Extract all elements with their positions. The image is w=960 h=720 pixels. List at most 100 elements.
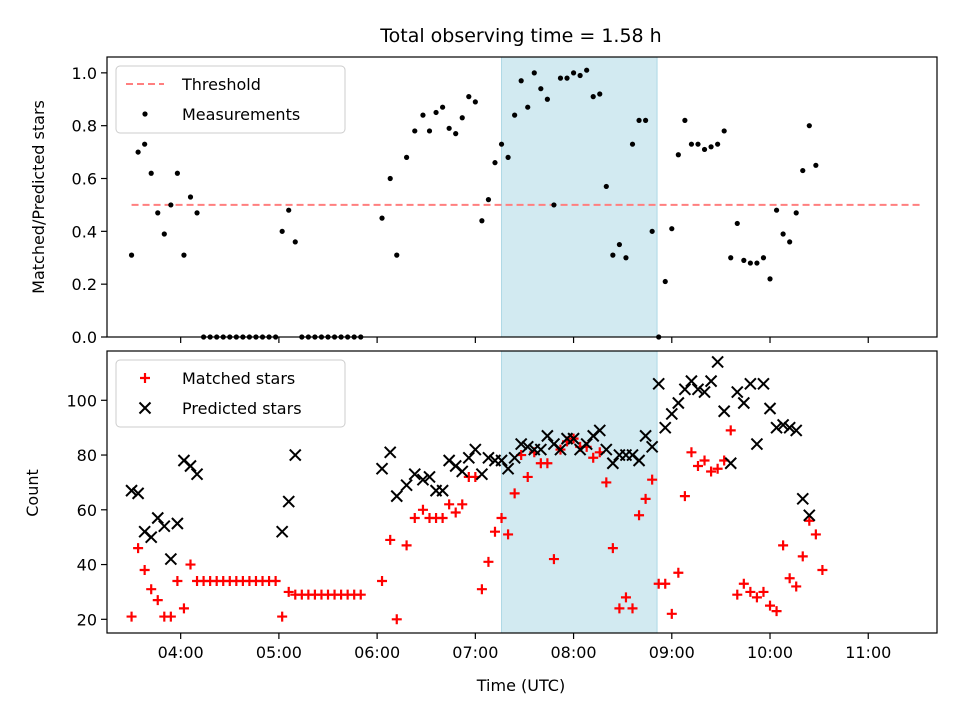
matched-star-point — [437, 513, 448, 524]
predicted-star-point — [803, 509, 816, 522]
measurement-point — [721, 128, 727, 134]
matched-star-point — [778, 540, 789, 551]
bottom-y-tick-label: 60 — [77, 501, 97, 520]
measurement-point — [155, 210, 161, 216]
matched-star-point — [679, 491, 690, 502]
measurement-point — [453, 131, 459, 137]
predicted-star-point — [639, 429, 652, 443]
bottom-x-tick-label: 08:00 — [551, 643, 597, 662]
bottom-series-1 — [125, 355, 816, 566]
matched-star-point — [496, 513, 507, 524]
measurement-point — [577, 72, 583, 79]
top-y-tick-label: 1.0 — [72, 64, 97, 83]
matched-star-point — [627, 603, 638, 614]
predicted-star-point — [711, 355, 724, 369]
measurement-point — [279, 228, 285, 234]
matched-star-point — [771, 606, 782, 617]
measurement-point — [181, 252, 187, 258]
bottom-panel: Count Time (UTC) 20 40 60 80 100 04:00 05:00 06… — [23, 350, 938, 695]
bottom-x-tick-label: 04:00 — [158, 643, 204, 662]
bottom-series-0 — [126, 425, 828, 625]
predicted-star-point — [469, 443, 482, 456]
measurement-point — [669, 226, 675, 232]
measurement-point — [675, 152, 681, 158]
matched-star-point — [483, 556, 494, 567]
predicted-star-point — [659, 421, 672, 434]
predicted-star-point — [698, 385, 711, 399]
matched-star-point — [355, 589, 366, 600]
measurement-point — [682, 117, 688, 123]
legend-label: Predicted stars — [182, 399, 302, 418]
predicted-star-point — [783, 421, 796, 434]
predicted-star-point — [776, 418, 790, 432]
measurement-point — [485, 197, 492, 203]
predicted-star-point — [462, 451, 476, 464]
measurement-point — [420, 112, 426, 118]
predicted-star-point — [554, 443, 567, 456]
matched-star-point — [784, 573, 795, 584]
predicted-star-point — [508, 451, 521, 464]
measurement-point — [806, 123, 812, 129]
bottom-y-tick-label: 80 — [77, 446, 97, 465]
matched-star-point — [503, 529, 514, 540]
measurement-point — [760, 255, 767, 261]
measurement-point — [767, 276, 773, 282]
predicted-star-point — [632, 454, 646, 467]
top-y-tick-label: 0.0 — [72, 328, 97, 347]
measurement-point — [174, 170, 180, 176]
measurement-point — [426, 128, 433, 134]
measurement-point — [394, 252, 400, 258]
measurement-point — [754, 260, 760, 266]
bottom-y-tick-label: 40 — [77, 556, 97, 575]
measurement-point — [512, 112, 518, 118]
matched-star-point — [614, 603, 625, 614]
matched-star-point — [401, 540, 412, 551]
measurement-point — [446, 125, 452, 131]
predicted-star-point — [717, 405, 731, 418]
matched-star-point — [385, 534, 396, 545]
legend-matched-swatch — [140, 373, 150, 383]
measurement-point — [636, 117, 642, 123]
measurement-point — [584, 67, 590, 73]
legend-box — [115, 359, 346, 428]
measurement-point — [590, 94, 596, 100]
measurement-point — [148, 170, 154, 176]
predicted-star-point — [456, 465, 469, 478]
measurement-point — [161, 231, 167, 237]
matched-star-point — [601, 477, 612, 488]
matched-star-point — [165, 611, 176, 622]
matched-star-point — [660, 578, 671, 589]
matched-star-point — [377, 575, 388, 586]
top-legend: Threshold Measurements — [115, 65, 346, 134]
measurement-point — [642, 117, 649, 123]
measurement-point — [728, 255, 734, 261]
measurement-point — [708, 144, 714, 150]
bottom-y-tick-label: 100 — [66, 391, 97, 410]
predicted-star-point — [678, 383, 692, 396]
matched-star-point — [797, 551, 808, 562]
bottom-y-axis-label: Count — [23, 469, 42, 517]
bottom-x-tick-label: 11:00 — [845, 643, 891, 662]
measurement-point — [597, 91, 603, 97]
matched-star-point — [391, 614, 402, 625]
bottom-x-tick-label: 05:00 — [256, 643, 302, 662]
measurement-point — [715, 141, 721, 147]
bottom-observing-window — [501, 350, 658, 634]
measurement-point — [292, 239, 298, 245]
measurement-point — [800, 167, 806, 174]
top-y-tick-label: 0.8 — [72, 117, 97, 136]
matched-star-point — [706, 466, 717, 477]
measurement-point — [747, 260, 753, 266]
matched-star-point — [647, 474, 658, 485]
matched-star-point — [725, 425, 736, 436]
predicted-star-point — [482, 451, 495, 464]
measurement-point — [629, 141, 636, 147]
predicted-star-point — [416, 473, 430, 486]
predicted-star-point — [580, 437, 593, 451]
measurement-point — [813, 162, 819, 168]
bottom-x-tick-label: 07:00 — [452, 643, 498, 662]
measurement-point — [695, 141, 701, 147]
predicted-star-point — [289, 448, 302, 462]
legend-measurement-swatch — [142, 111, 148, 117]
